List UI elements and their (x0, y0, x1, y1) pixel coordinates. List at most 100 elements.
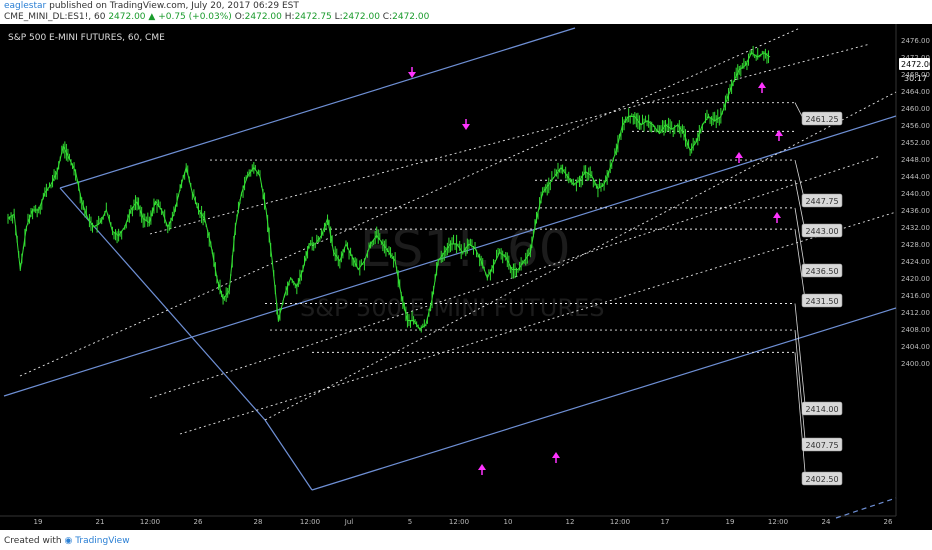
publisher-line: eaglestar published on TradingView.com, … (4, 1, 299, 11)
callout-box[interactable] (801, 471, 843, 486)
low-label: L: (334, 12, 343, 22)
price-tick-label: 2404.00 (901, 343, 930, 351)
chart-header: eaglestar published on TradingView.com, … (0, 0, 932, 24)
callout-label: 2402.50 (805, 475, 838, 484)
change-value: +0.75 (+0.03%) (158, 12, 232, 22)
price-tick-label: 2444.00 (901, 173, 930, 181)
callout-box[interactable] (801, 293, 843, 308)
arrow-up-icon (552, 452, 560, 458)
arrow-up-icon (758, 82, 766, 88)
low-value: 2472.00 (342, 12, 380, 22)
arrow-down-icon (408, 72, 416, 78)
time-tick-label: 17 (661, 518, 670, 526)
time-tick-label: 19 (34, 518, 43, 526)
callout-box[interactable] (801, 437, 843, 452)
tradingview-brand-link[interactable]: TradingView (75, 536, 130, 546)
price-candles (7, 45, 771, 333)
price-tick-label: 2440.00 (901, 190, 930, 198)
callout-label: 2447.75 (805, 197, 838, 206)
callout-box[interactable] (801, 193, 843, 208)
last-price: 2472.00 (108, 12, 146, 22)
price-tick-label: 2400.00 (901, 360, 930, 368)
price-tick-label: 2452.00 (901, 139, 930, 147)
time-tick-label: 12:00 (140, 518, 160, 526)
dotted-parallel-2[interactable] (149, 43, 871, 235)
arrow-up-icon (735, 152, 743, 158)
time-tick-label: 28 (254, 518, 263, 526)
level-callouts: 2461.25 2447.75 2443.00 2436.50 2431.50 2414.… (794, 102, 843, 486)
price-tick-label: 2460.00 (901, 105, 930, 113)
up-arrow-icon: ▲ (148, 12, 156, 22)
callout-box[interactable] (801, 223, 843, 238)
time-tick-label: 24 (822, 518, 831, 526)
current-price-tag-text: 2472.00 (901, 60, 932, 69)
pitchfork-handle-line-b[interactable] (264, 419, 313, 491)
price-axis[interactable] (896, 24, 932, 530)
callout-label: 2414.00 (805, 405, 838, 414)
callout-label: 2431.50 (805, 297, 838, 306)
time-tick-label: 21 (96, 518, 105, 526)
dotted-parallel-3[interactable] (149, 155, 881, 399)
price-tick-label: 2424.00 (901, 258, 930, 266)
time-tick-label: 12 (566, 518, 575, 526)
symbol-label: CME_MINI_DL:ES1!, 60 (4, 12, 106, 22)
tradingview-logo-icon: ◉ (64, 536, 73, 546)
time-tick-label: 5 (408, 518, 412, 526)
callout-pointer (794, 303, 807, 415)
price-tick-label: 2476.00 (901, 37, 930, 45)
horizontal-levels (210, 102, 795, 353)
footer-text: Created with ◉ TradingView (4, 536, 130, 546)
callout-box[interactable] (801, 263, 843, 278)
arrow-up-icon (478, 464, 486, 470)
footer: Created with ◉ TradingView (0, 530, 932, 550)
time-tick-label: 10 (504, 518, 513, 526)
countdown-timer: 30:17 (904, 74, 927, 83)
callout-pointer (794, 229, 807, 307)
arrow-up-icon (773, 212, 781, 218)
open-label: O: (234, 12, 245, 22)
channel-median-line[interactable] (3, 115, 897, 397)
callout-pointer (794, 330, 807, 451)
open-value: 2472.00 (244, 12, 282, 22)
arrow-down-icon (462, 124, 470, 130)
callout-label: 2436.50 (805, 267, 838, 276)
parallel-dotted-lines (19, 27, 897, 435)
callout-label: 2461.25 (805, 115, 838, 124)
close-label: C: (382, 12, 393, 22)
price-tick-label: 2416.00 (901, 292, 930, 300)
price-tick-label: 2420.00 (901, 275, 930, 283)
callout-label: 2407.75 (805, 441, 838, 450)
time-tick-label: 26 (884, 518, 893, 526)
high-label: H: (284, 12, 295, 22)
callout-label: 2443.00 (805, 227, 838, 236)
watermark-name: S&P 500 E-MINI FUTURES (300, 294, 604, 322)
chart-area[interactable]: ES1!, 60 S&P 500 E-MINI FUTURES 2400.00 2… (0, 24, 932, 530)
price-tick-label: 2412.00 (901, 309, 930, 317)
high-value: 2472.75 (294, 12, 332, 22)
time-ticks: 19 21 12:00 26 28 12:00 Jul 5 12:00 10 12 12:00 17 19… (34, 518, 893, 526)
ohlc-line: CME_MINI_DL:ES1!, 60 2472.00 ▲ +0.75 (+0… (4, 12, 429, 22)
time-tick-label: 19 (726, 518, 735, 526)
projection-dashed-line[interactable] (835, 497, 897, 519)
price-tick-label: 2436.00 (901, 207, 930, 215)
price-tick-label: 2432.00 (901, 224, 930, 232)
price-tick-label: 2464.00 (901, 88, 930, 96)
published-text: published on TradingView.com, July 20, 2… (49, 1, 299, 11)
time-tick-label: 12:00 (768, 518, 788, 526)
close-value: 2472.00 (392, 12, 430, 22)
callout-box[interactable] (801, 111, 843, 126)
current-price-tag (899, 58, 930, 70)
price-tick-label: 2428.00 (901, 241, 930, 249)
dotted-parallel-5[interactable] (264, 91, 897, 421)
price-chart[interactable]: ES1!, 60 S&P 500 E-MINI FUTURES 2400.002… (0, 24, 932, 530)
publisher-user-link[interactable]: eaglestar (4, 1, 47, 11)
price-tick-label: 2456.00 (901, 122, 930, 130)
price-tick-label: 2468.00 (901, 71, 930, 79)
price-line[interactable] (7, 52, 771, 330)
time-tick-label: Jul (344, 518, 354, 526)
channel-upper-line[interactable] (59, 27, 576, 189)
chart-title: S&P 500 E-MINI FUTURES, 60, CME (8, 33, 165, 43)
time-tick-label: 12:00 (300, 518, 320, 526)
dotted-parallel-1[interactable] (19, 27, 801, 377)
arrow-up-icon (775, 130, 783, 136)
